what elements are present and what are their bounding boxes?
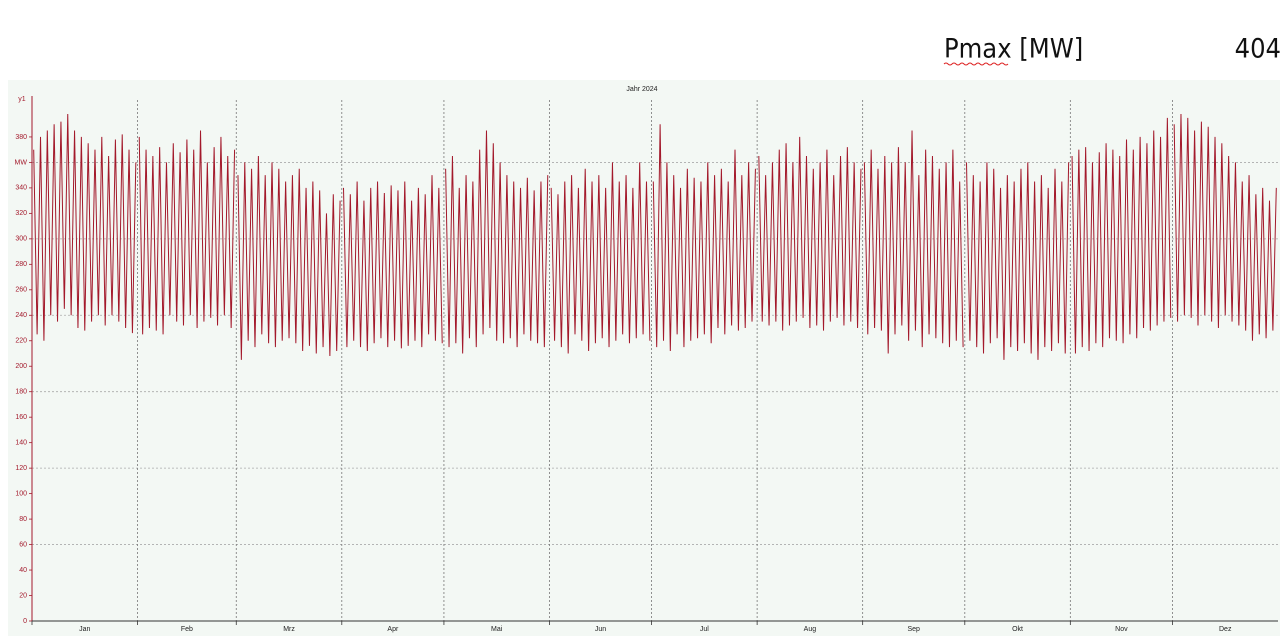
x-tick-label: Feb: [181, 626, 193, 633]
plot-background: [8, 80, 1280, 636]
x-tick-label: Aug: [804, 626, 817, 633]
y-tick-label: 320: [15, 210, 27, 217]
y-tick-label: 280: [15, 261, 27, 268]
y-tick-label: 200: [15, 363, 27, 370]
data-line: [863, 130, 964, 354]
data-line: [1173, 114, 1277, 341]
data-line: [1071, 117, 1172, 354]
y-tick-label: MW: [15, 159, 28, 166]
y-tick-label: 20: [19, 592, 27, 599]
y-tick-label: 260: [15, 287, 27, 294]
y-tick-label: 140: [15, 440, 27, 447]
data-line: [237, 156, 341, 360]
y-tick-label: 340: [15, 185, 27, 192]
data-line: [652, 124, 756, 351]
x-tick-label: Dez: [1219, 626, 1232, 633]
y-tick-label: 0: [23, 618, 27, 625]
x-tick-label: Jun: [595, 626, 606, 633]
y-tick-label: 100: [15, 490, 27, 497]
data-line: [33, 114, 137, 341]
y-tick-label: 80: [19, 516, 27, 523]
header-title: Pmax [MW]: [944, 34, 1083, 65]
x-tick-label: Okt: [1012, 626, 1023, 633]
y-tick-label: 60: [19, 541, 27, 548]
chart-title: Jahr 2024: [626, 86, 657, 93]
header-value: 404: [1235, 34, 1281, 65]
x-tick-label: Mai: [491, 626, 503, 633]
y-tick-label: 160: [15, 414, 27, 421]
y-tick-label: 120: [15, 465, 27, 472]
data-line: [966, 162, 1070, 360]
spell-underline: [943, 62, 1009, 66]
y-tick-label: 180: [15, 389, 27, 396]
data-line: [343, 175, 443, 351]
data-line: [138, 130, 236, 335]
y-tick-label: 40: [19, 567, 27, 574]
x-tick-label: Jan: [79, 626, 90, 633]
x-tick-label: Mrz: [283, 626, 295, 633]
y-tick-label: 380: [15, 134, 27, 141]
x-tick-label: Nov: [1115, 626, 1128, 633]
data-line: [550, 162, 651, 354]
data-line: [445, 130, 549, 354]
x-tick-label: Sep: [907, 626, 920, 633]
y-tick-label: 220: [15, 338, 27, 345]
y-axis-label: y1: [18, 96, 26, 103]
x-tick-label: Jul: [700, 626, 709, 633]
y-tick-label: 240: [15, 312, 27, 319]
x-tick-label: Apr: [387, 626, 399, 633]
y-tick-label: 300: [15, 236, 27, 243]
data-line: [758, 136, 862, 331]
